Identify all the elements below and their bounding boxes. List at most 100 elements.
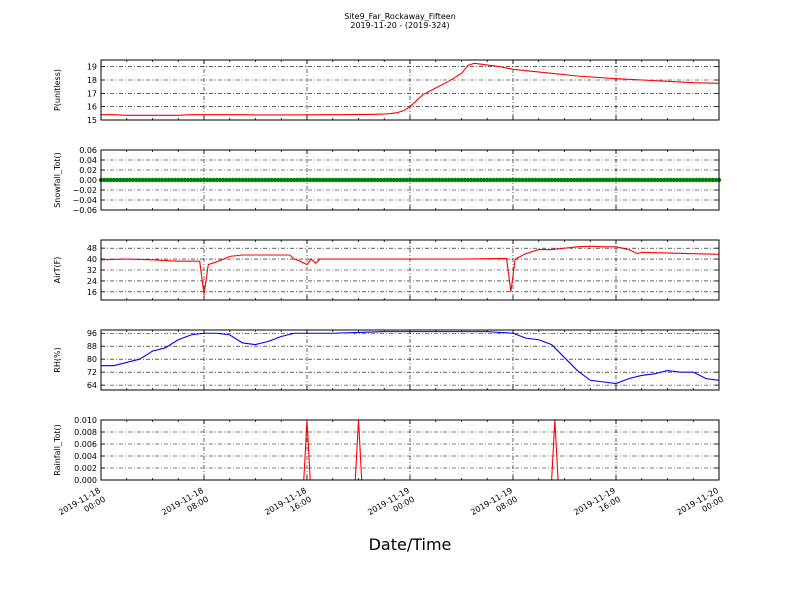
data-point-1-178 <box>671 177 677 183</box>
panel-frame-3 <box>100 329 720 391</box>
data-point-1-24 <box>176 177 181 183</box>
data-point-1-171 <box>649 177 654 183</box>
x-tick-label-6: 2019-11-2000:00 <box>675 486 725 526</box>
data-point-1-161 <box>617 177 622 183</box>
data-point-1-177 <box>668 177 673 183</box>
chart-panels: 1516171819P(unitless)−0.06−0.04−0.020.00… <box>53 59 722 485</box>
data-point-1-169 <box>642 177 648 183</box>
y-tick-label-4-2: 0.004 <box>74 452 97 461</box>
data-point-1-126 <box>504 177 509 183</box>
data-point-1-182 <box>684 177 690 183</box>
panel-frame-1 <box>100 149 720 211</box>
data-point-1-98 <box>414 177 419 183</box>
data-point-1-163 <box>623 177 628 183</box>
y-tick-label-4-0: 0.000 <box>74 476 97 485</box>
y-tick-label-1-4: 0.02 <box>79 166 97 175</box>
data-point-1-78 <box>349 177 355 183</box>
data-point-1-162 <box>620 177 625 183</box>
y-tick-label-1-3: 0.00 <box>79 176 97 185</box>
data-point-1-31 <box>198 177 203 183</box>
data-point-1-16 <box>150 177 155 183</box>
data-point-1-25 <box>179 177 184 183</box>
figure-title: Site9_Far_Rockaway_Fifteen <box>344 12 456 21</box>
data-point-1-114 <box>465 177 471 183</box>
data-point-1-85 <box>372 177 377 183</box>
data-point-1-189 <box>707 177 712 183</box>
data-point-1-168 <box>639 177 644 183</box>
y-tick-label-1-0: −0.06 <box>72 206 97 215</box>
data-point-1-97 <box>411 177 416 183</box>
data-point-1-61 <box>295 177 300 183</box>
data-point-1-141 <box>552 177 558 183</box>
data-point-1-58 <box>285 177 290 183</box>
series-line-3 <box>101 331 720 385</box>
data-point-1-131 <box>520 177 525 183</box>
data-point-1-103 <box>430 177 435 183</box>
data-point-1-151 <box>584 177 590 183</box>
data-point-1-43 <box>237 177 242 183</box>
y-tick-label-2-0: 16 <box>87 288 97 297</box>
panel-4: 0.000 0.002 0.004 0.006 0.008 0.010 Rainfall_T… <box>53 416 720 485</box>
x-tick-label-2: 2019-11-1816:00 <box>263 486 313 526</box>
data-point-1-173 <box>655 177 661 183</box>
data-point-1-121 <box>488 177 493 183</box>
y-tick-label-1-2: −0.02 <box>72 186 97 195</box>
data-point-1-143 <box>559 177 564 183</box>
data-point-1-91 <box>391 177 397 183</box>
data-point-1-111 <box>456 177 461 183</box>
data-point-1-170 <box>645 177 651 183</box>
data-point-1-42 <box>233 177 239 183</box>
data-point-1-109 <box>449 177 455 183</box>
data-point-1-79 <box>353 177 358 183</box>
data-point-1-57 <box>282 177 287 183</box>
data-point-1-18 <box>156 177 162 183</box>
data-point-1-83 <box>365 177 371 183</box>
y-tick-label-3-3: 88 <box>87 342 97 351</box>
data-point-1-127 <box>507 177 512 183</box>
data-point-1-84 <box>369 177 374 183</box>
y-tick-label-3-4: 96 <box>87 329 97 338</box>
data-point-1-110 <box>452 177 458 183</box>
data-point-1-5 <box>114 177 120 183</box>
data-point-1-35 <box>211 177 216 183</box>
data-point-1-63 <box>301 177 306 183</box>
data-point-1-30 <box>195 177 200 183</box>
data-point-1-51 <box>262 177 268 183</box>
data-point-1-155 <box>597 177 603 183</box>
data-point-1-95 <box>404 177 409 183</box>
data-point-1-17 <box>153 177 158 183</box>
data-point-1-104 <box>433 177 438 183</box>
data-point-1-1 <box>102 177 107 183</box>
data-point-1-70 <box>324 177 329 183</box>
data-point-1-71 <box>327 177 332 183</box>
data-point-1-44 <box>240 177 245 183</box>
data-point-1-113 <box>462 177 467 183</box>
data-point-1-159 <box>610 177 615 183</box>
y-axis-label-3: RH(%) <box>53 347 62 372</box>
data-point-1-106 <box>439 177 445 183</box>
data-point-1-82 <box>362 177 368 183</box>
y-tick-label-0-4: 19 <box>87 63 97 72</box>
data-point-1-145 <box>565 177 570 183</box>
data-point-1-22 <box>169 177 175 183</box>
data-point-1-148 <box>575 177 580 183</box>
data-point-1-136 <box>536 177 541 183</box>
data-point-1-74 <box>336 177 342 183</box>
data-point-1-77 <box>346 177 352 183</box>
data-point-1-36 <box>214 177 220 183</box>
data-point-1-11 <box>134 177 139 183</box>
data-point-1-175 <box>662 177 667 183</box>
data-point-1-164 <box>626 177 632 183</box>
data-point-1-100 <box>420 177 426 183</box>
data-point-1-94 <box>401 177 406 183</box>
panel-frame-2 <box>100 239 720 301</box>
data-point-1-48 <box>253 177 258 183</box>
data-point-1-165 <box>629 177 635 183</box>
data-point-1-53 <box>269 177 274 183</box>
data-point-1-149 <box>578 177 583 183</box>
data-point-1-87 <box>378 177 384 183</box>
panel-frame-4 <box>100 419 720 481</box>
data-point-1-69 <box>320 177 326 183</box>
data-point-1-118 <box>478 177 484 183</box>
y-axis-label-1: Snowfall_Tot() <box>53 152 62 208</box>
